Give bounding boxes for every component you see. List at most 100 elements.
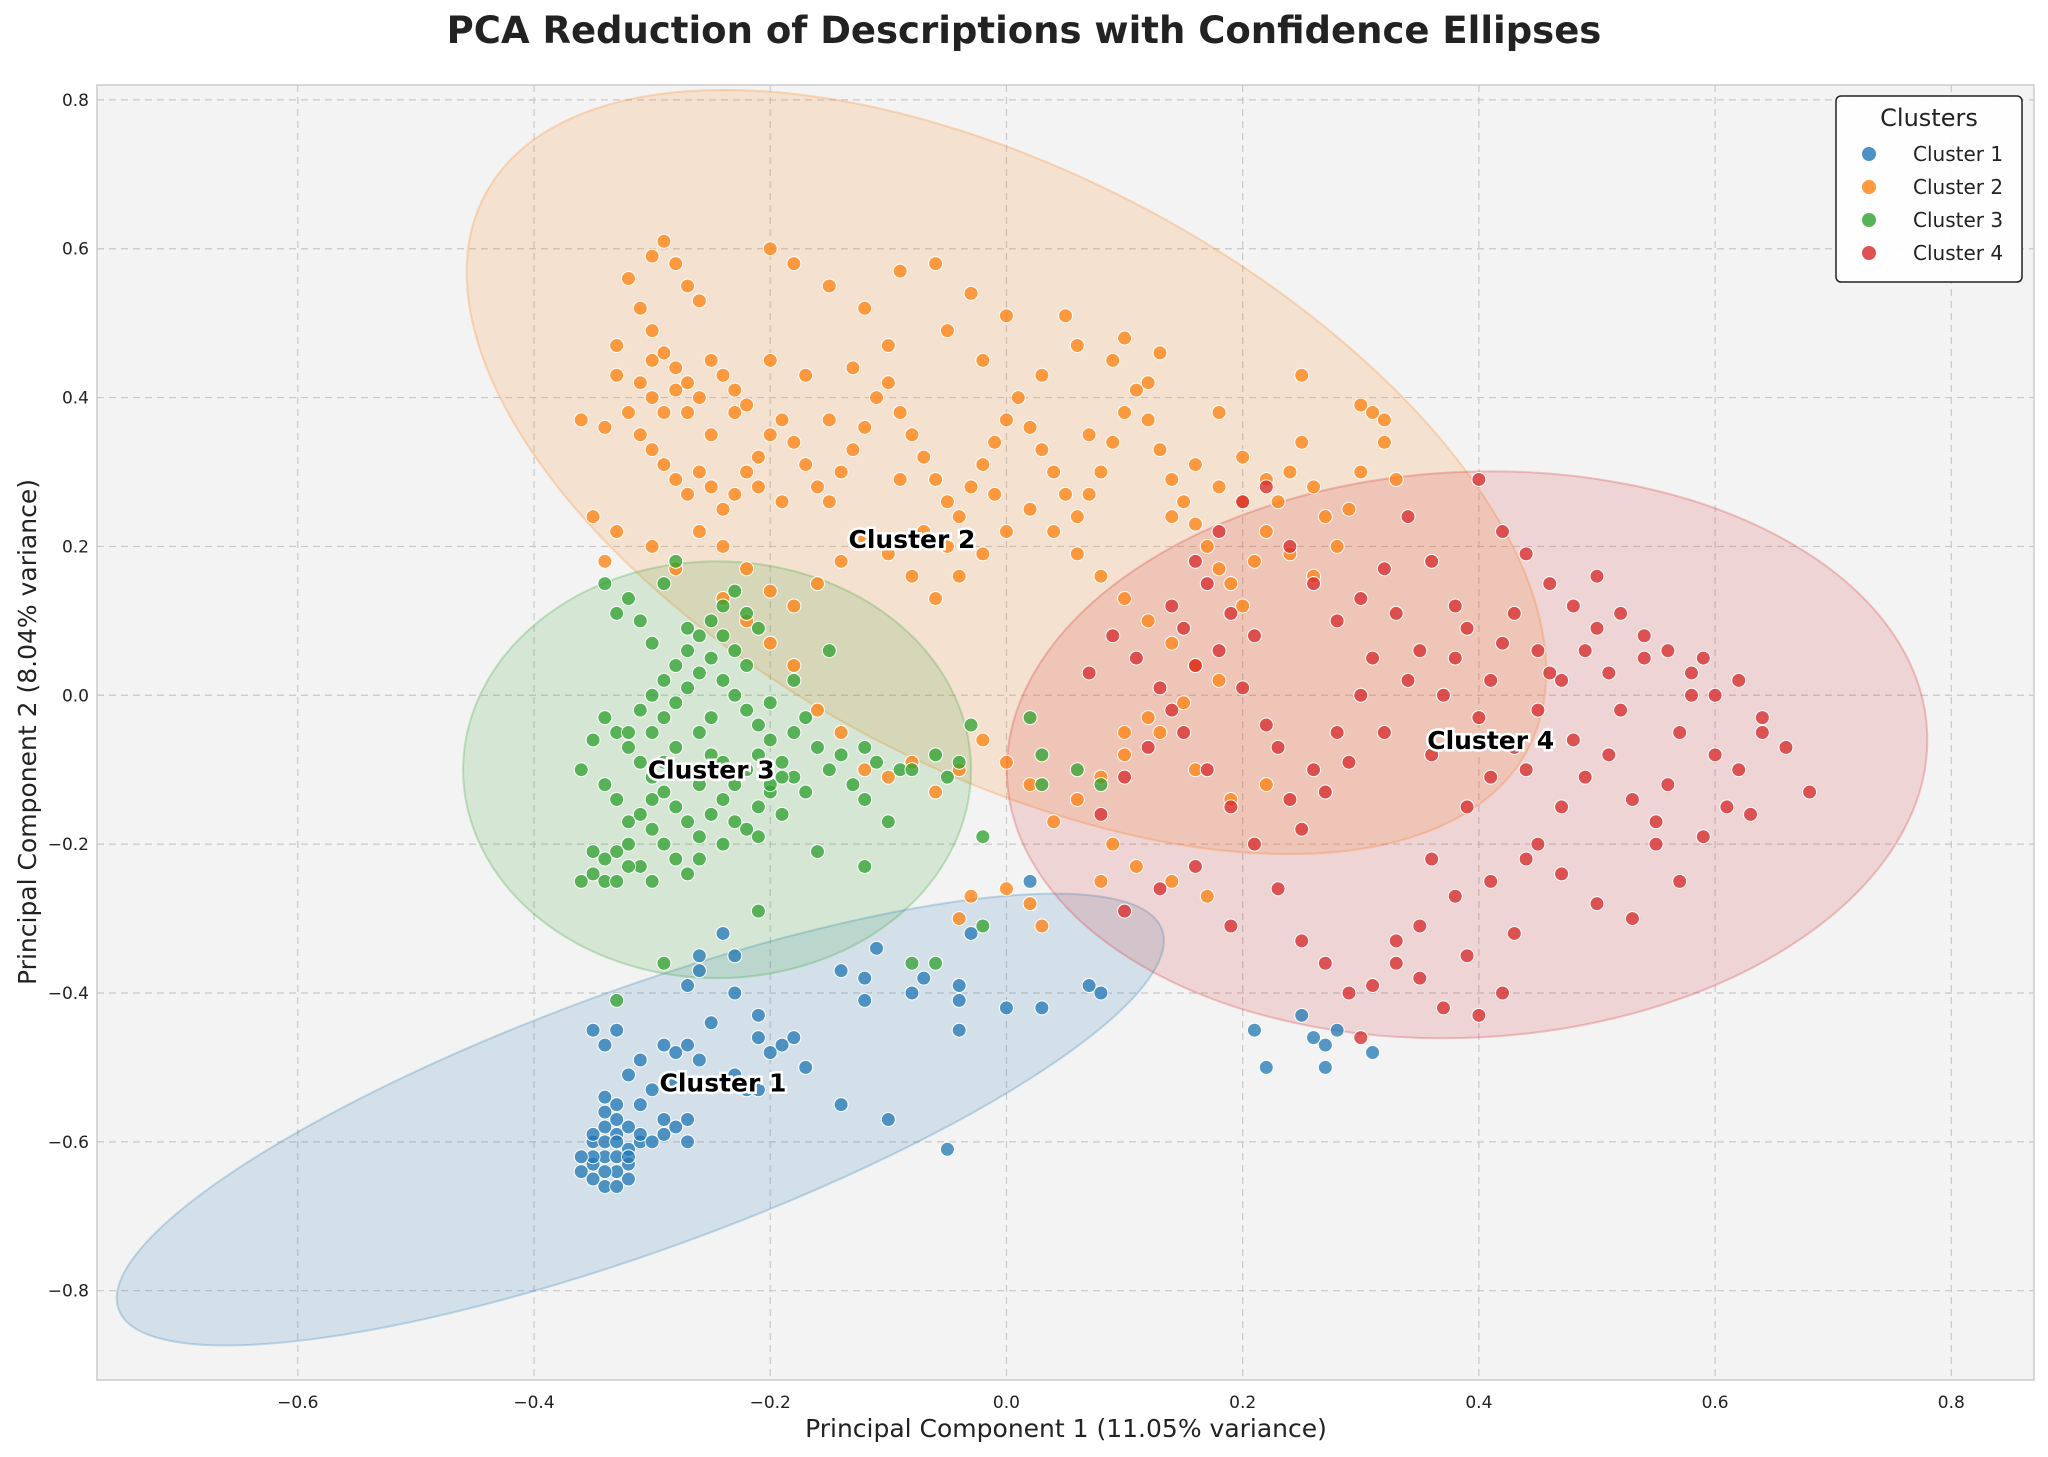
cluster-2-point bbox=[1069, 791, 1085, 807]
cluster-4-point bbox=[1412, 643, 1428, 659]
cluster-1-point bbox=[1317, 1037, 1333, 1053]
cluster-2-point bbox=[1022, 501, 1038, 517]
cluster-2-point bbox=[1058, 308, 1073, 324]
cluster-3-point bbox=[597, 851, 613, 867]
cluster-4-point bbox=[1235, 680, 1251, 696]
cluster-3-point bbox=[786, 672, 802, 688]
cluster-2-point bbox=[1235, 598, 1251, 614]
cluster-2-point bbox=[786, 658, 802, 674]
cluster-2-point bbox=[1105, 352, 1121, 368]
cluster-1-point bbox=[727, 948, 743, 964]
cluster-2-point bbox=[951, 509, 967, 525]
cluster-1-point bbox=[880, 1112, 896, 1128]
cluster-2-point bbox=[821, 278, 837, 294]
cluster-4-point bbox=[1199, 576, 1215, 592]
cluster-1-point bbox=[1081, 978, 1097, 994]
cluster-4-point bbox=[1140, 739, 1156, 755]
cluster-3-point bbox=[597, 710, 613, 726]
cluster-2-point bbox=[975, 732, 991, 748]
cluster-4-point bbox=[1246, 628, 1262, 644]
cluster-2-point bbox=[715, 501, 731, 517]
cluster-2-point bbox=[1034, 918, 1050, 934]
cluster-3-point bbox=[857, 739, 873, 755]
cluster-3-point bbox=[1022, 710, 1038, 726]
cluster-3-point bbox=[644, 635, 660, 651]
cluster-3-point bbox=[680, 762, 696, 778]
cluster-1-point bbox=[620, 1149, 636, 1165]
cluster-3-point bbox=[620, 591, 636, 607]
cluster-4-point bbox=[1093, 806, 1109, 822]
cluster-2-point bbox=[1258, 524, 1274, 540]
cluster-4-point bbox=[1388, 933, 1404, 949]
cluster-2-point bbox=[1329, 538, 1345, 554]
cluster-1-point bbox=[1258, 1059, 1274, 1075]
cluster-3-point bbox=[703, 650, 719, 666]
cluster-2-point bbox=[691, 524, 707, 540]
cluster-3-point bbox=[668, 739, 684, 755]
cluster-1-point bbox=[668, 1119, 684, 1135]
cluster-2-point bbox=[680, 278, 696, 294]
cluster-3-point bbox=[691, 628, 707, 644]
cluster-3-point bbox=[762, 777, 778, 793]
x-tick-label: −0.2 bbox=[750, 1393, 791, 1413]
cluster-4-point bbox=[1589, 896, 1605, 912]
cluster-2-point bbox=[857, 300, 873, 316]
cluster-2-point bbox=[1187, 516, 1203, 532]
cluster-4-point bbox=[1695, 650, 1711, 666]
cluster-4-point bbox=[1211, 643, 1227, 659]
cluster-3-point bbox=[739, 702, 755, 718]
cluster-3-point bbox=[928, 955, 944, 971]
cluster-1-point bbox=[750, 1082, 766, 1098]
cluster-3-point bbox=[680, 814, 696, 830]
cluster-3-point bbox=[727, 814, 743, 830]
cluster-4-point bbox=[1613, 605, 1629, 621]
cluster-4-point bbox=[1235, 494, 1251, 510]
cluster-1-point bbox=[774, 1037, 790, 1053]
cluster-2-point bbox=[1140, 412, 1156, 428]
cluster-2-point bbox=[1152, 442, 1168, 458]
cluster-2-point bbox=[998, 754, 1014, 770]
cluster-3-point bbox=[869, 754, 885, 770]
cluster-2-point bbox=[928, 471, 944, 487]
cluster-2-point bbox=[1353, 464, 1369, 480]
cluster-3-point bbox=[750, 799, 766, 815]
cluster-4-point bbox=[1754, 725, 1770, 740]
cluster-2-point bbox=[644, 352, 660, 368]
cluster-2-point bbox=[1069, 337, 1085, 353]
cluster-2-point bbox=[620, 271, 636, 287]
cluster-4-point bbox=[1542, 576, 1558, 592]
cluster-4-point bbox=[1459, 948, 1475, 964]
cluster-4-point bbox=[1105, 628, 1121, 644]
cluster-4-point bbox=[1471, 710, 1487, 726]
cluster-2-point bbox=[1164, 635, 1180, 651]
cluster-3-point bbox=[680, 680, 696, 696]
cluster-2-point bbox=[656, 345, 672, 361]
cluster-2-point bbox=[762, 583, 778, 599]
cluster-3-point bbox=[597, 777, 613, 793]
cluster-1-point bbox=[1246, 1022, 1262, 1038]
cluster-2-point bbox=[1187, 457, 1203, 473]
cluster-1-point bbox=[750, 1030, 766, 1046]
cluster-3-point bbox=[644, 769, 660, 785]
cluster-1-point bbox=[632, 1052, 648, 1068]
cluster-4-point bbox=[1577, 643, 1593, 659]
cluster-2-point bbox=[975, 457, 991, 473]
cluster-4-point bbox=[1211, 524, 1227, 540]
cluster-4-point bbox=[1648, 836, 1664, 852]
cluster-2-point bbox=[774, 412, 790, 428]
cluster-4-point bbox=[1554, 672, 1570, 688]
cluster-2-point bbox=[916, 449, 932, 465]
cluster-3-point bbox=[715, 672, 731, 688]
cluster-1-point bbox=[951, 992, 967, 1008]
cluster-2-point bbox=[1176, 494, 1192, 510]
cluster-4-point bbox=[1518, 546, 1534, 562]
cluster-2-point bbox=[680, 404, 696, 420]
cluster-2-point bbox=[892, 263, 908, 279]
legend-items: Cluster 1 Cluster 2 Cluster 3 Cluster 4 bbox=[1861, 142, 2003, 265]
cluster-3-point bbox=[774, 806, 790, 822]
cluster-3-point bbox=[1034, 777, 1050, 793]
cluster-4-point bbox=[1471, 1007, 1487, 1023]
cluster-2-point bbox=[857, 531, 873, 547]
cluster-2-point bbox=[880, 375, 896, 391]
cluster-4-point bbox=[1400, 509, 1416, 525]
